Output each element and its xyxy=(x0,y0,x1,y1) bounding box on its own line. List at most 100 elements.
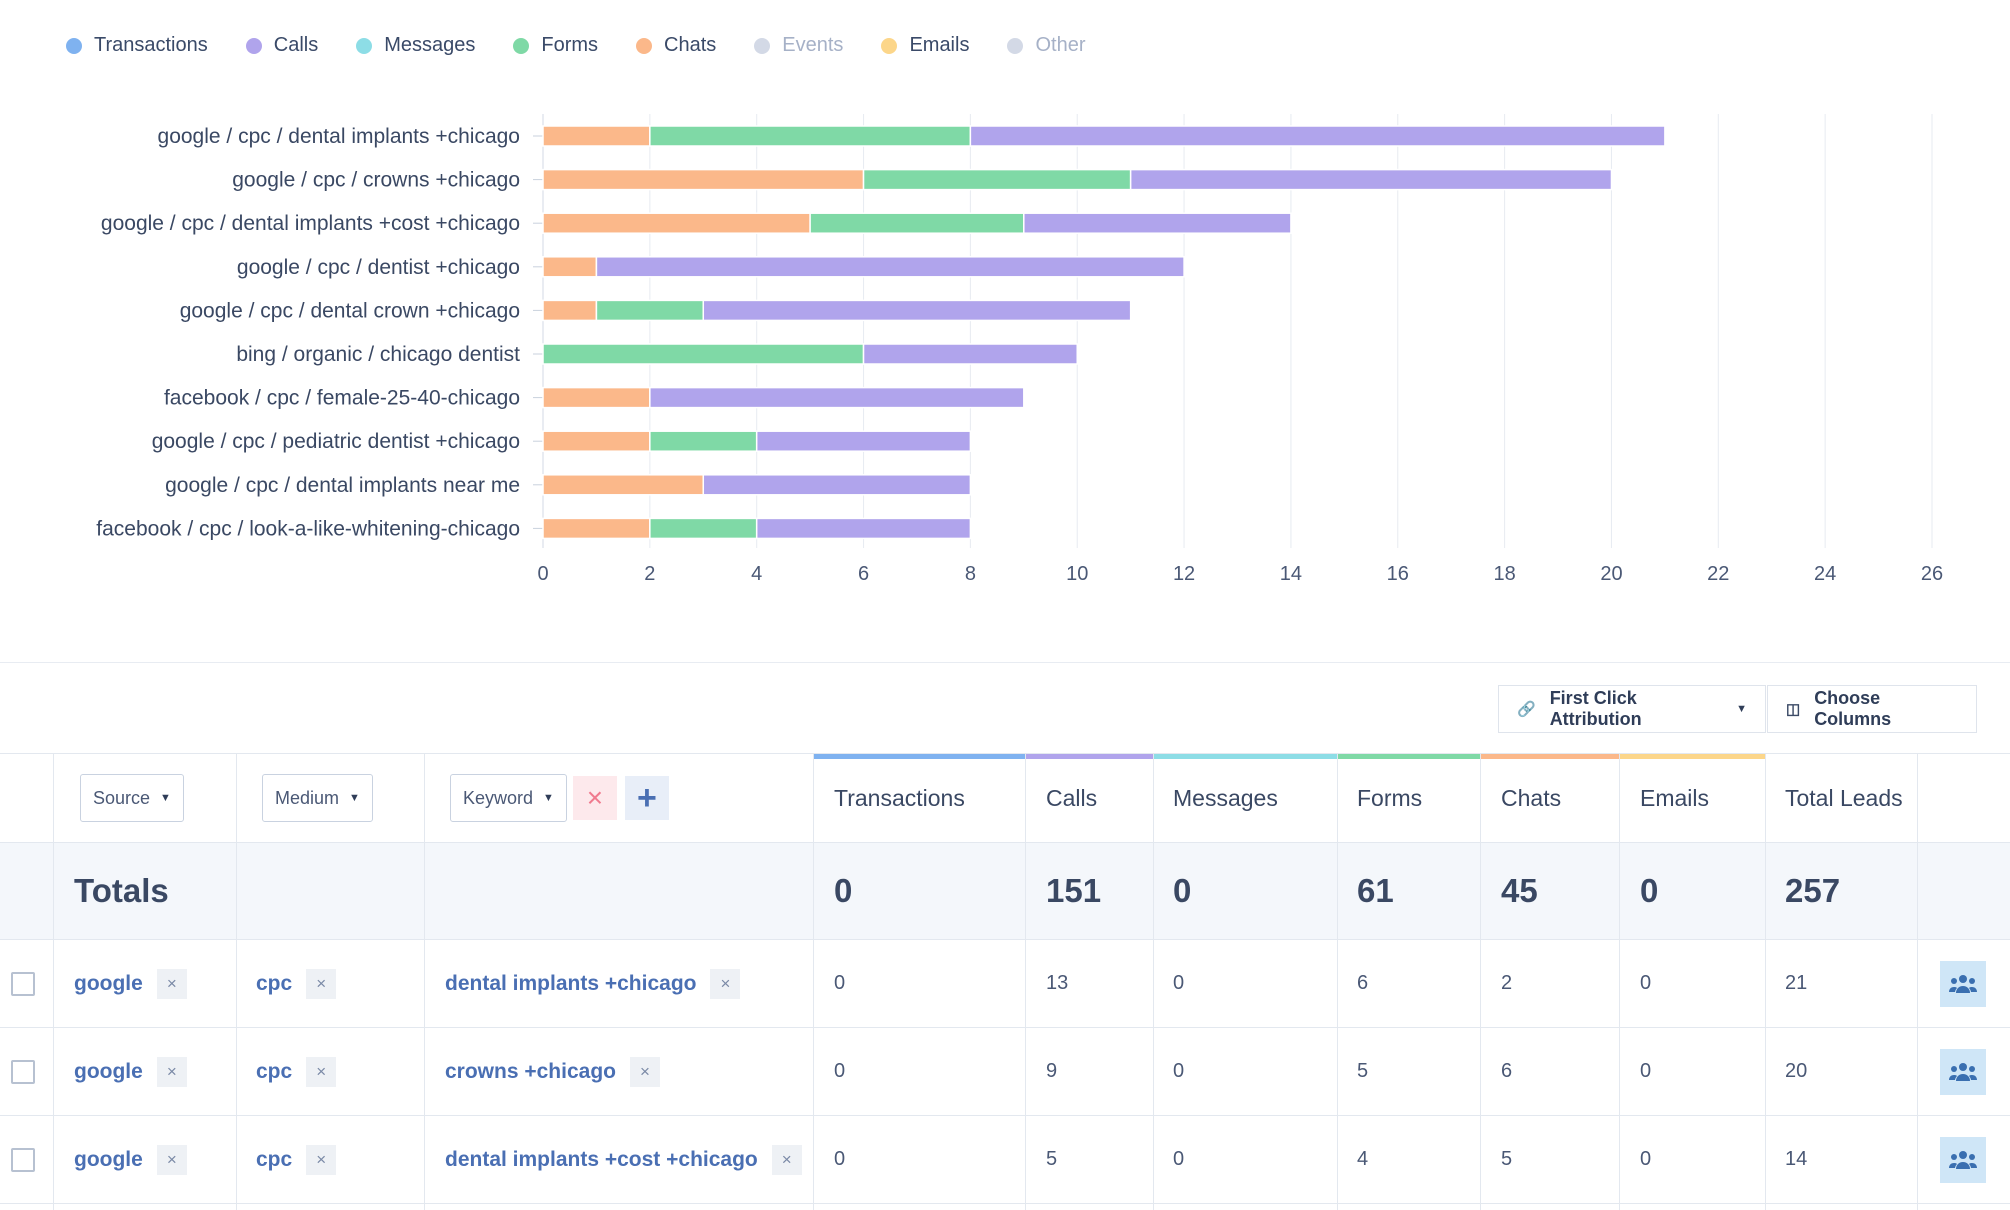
column-divider xyxy=(813,753,814,1210)
legend-item-chats[interactable]: Chats xyxy=(636,34,716,57)
medium-select[interactable]: Medium ▼ xyxy=(262,774,373,822)
header-total-leads[interactable]: Total Leads xyxy=(1785,784,1903,811)
keyword-value-cell: dental implants +cost +chicago × xyxy=(445,1116,802,1203)
keyword-link[interactable]: crowns +chicago xyxy=(445,1059,616,1083)
x-tick-label: 10 xyxy=(1066,563,1088,585)
remove-filter-icon[interactable]: × xyxy=(629,1056,660,1087)
medium-link[interactable]: cpc xyxy=(256,1147,293,1171)
source-link[interactable]: google xyxy=(74,1147,143,1171)
emails-value: 0 xyxy=(1640,972,1652,994)
keyword-select-label: Keyword xyxy=(463,787,534,808)
x-tick-label: 14 xyxy=(1280,563,1302,585)
remove-filter-icon[interactable]: × xyxy=(306,1056,337,1087)
bar-segment-calls xyxy=(649,386,1025,409)
add-dimension-button[interactable]: + xyxy=(624,776,669,820)
y-tick-label: google / cpc / dental implants +chicago xyxy=(158,125,520,148)
source-link[interactable]: google xyxy=(74,1059,143,1083)
table-row: google × cpc × dental implants +chicago × 0… xyxy=(0,940,2010,1028)
x-tick-label: 8 xyxy=(965,563,976,585)
legend-item-calls[interactable]: Calls xyxy=(245,34,319,57)
legend-item-forms[interactable]: Forms xyxy=(513,34,598,57)
legend-item-transactions[interactable]: Transactions xyxy=(66,34,208,57)
medium-value-cell: cpc × xyxy=(256,940,337,1027)
chats-value: 6 xyxy=(1501,1060,1513,1082)
remove-filter-icon[interactable]: × xyxy=(306,1144,337,1175)
legend-dot xyxy=(636,37,653,54)
remove-filter-icon[interactable]: × xyxy=(710,968,741,999)
bar-segment-calls xyxy=(595,256,1185,278)
total-leads: 257 xyxy=(1785,872,1841,909)
x-tick-label: 4 xyxy=(751,563,762,585)
header-calls[interactable]: Calls xyxy=(1046,784,1098,811)
bar-segment-calls xyxy=(755,430,972,452)
column-divider xyxy=(1337,753,1338,1210)
y-tick-label: google / cpc / dental implants near me xyxy=(165,474,520,497)
header-transactions[interactable]: Transactions xyxy=(834,784,965,811)
header-messages[interactable]: Messages xyxy=(1173,784,1278,811)
medium-link[interactable]: cpc xyxy=(256,971,293,995)
remove-filter-icon[interactable]: × xyxy=(306,968,337,999)
keyword-select[interactable]: Keyword ▼ xyxy=(450,774,567,822)
y-tick-label: google / cpc / dentist +chicago xyxy=(237,256,520,279)
remove-filter-icon[interactable]: × xyxy=(156,1144,187,1175)
totals-label: Totals xyxy=(74,872,169,909)
remove-filter-icon[interactable]: × xyxy=(156,968,187,999)
column-color-strip xyxy=(814,753,1025,759)
x-tick-label: 22 xyxy=(1707,563,1729,585)
chart-legend: Transactions Calls Messages Forms Chats … xyxy=(66,34,1123,57)
calls-value: 13 xyxy=(1046,972,1069,994)
header-emails[interactable]: Emails xyxy=(1640,784,1710,811)
medium-link[interactable]: cpc xyxy=(256,1059,293,1083)
header-chats[interactable]: Chats xyxy=(1501,784,1562,811)
legend-label: Calls xyxy=(273,34,319,56)
legend-item-emails[interactable]: Emails xyxy=(881,34,969,57)
keyword-link[interactable]: dental implants +cost +chicago xyxy=(445,1147,758,1171)
x-tick-label: 26 xyxy=(1921,563,1943,585)
attribution-label: First Click Attribution xyxy=(1549,688,1642,729)
column-color-strip xyxy=(1620,753,1765,759)
bar-segment-chats xyxy=(542,125,651,147)
people-button[interactable] xyxy=(1940,1048,1986,1095)
legend-item-other[interactable]: Other xyxy=(1007,34,1085,57)
x-tick-label: 18 xyxy=(1493,563,1515,585)
source-select[interactable]: Source ▼ xyxy=(80,774,184,822)
columns-icon: ◫ xyxy=(1786,701,1801,718)
remove-dimension-button[interactable]: × xyxy=(572,776,617,820)
column-divider xyxy=(1765,753,1766,1210)
keyword-link[interactable]: dental implants +chicago xyxy=(445,971,697,995)
row-checkbox[interactable] xyxy=(11,971,35,996)
medium-cell: Medium ▼ xyxy=(262,754,373,842)
people-button[interactable] xyxy=(1940,1136,1986,1183)
legend-item-events[interactable]: Events xyxy=(754,34,843,57)
y-tick-label: bing / organic / chicago dentist xyxy=(236,343,520,366)
people-button[interactable] xyxy=(1940,960,1986,1007)
bar-segment-forms xyxy=(595,299,705,322)
remove-filter-icon[interactable]: × xyxy=(771,1144,802,1175)
column-divider xyxy=(53,753,54,1210)
caret-down-icon: ▼ xyxy=(543,792,554,804)
remove-filter-icon[interactable]: × xyxy=(156,1056,187,1087)
column-divider xyxy=(1480,753,1481,1210)
bar-segment-forms xyxy=(649,125,972,147)
choose-columns-button[interactable]: ◫ Choose Columns xyxy=(1767,685,1977,733)
users-icon xyxy=(1949,974,1977,993)
y-tick-label: google / cpc / dental implants +cost +ch… xyxy=(101,212,520,235)
legend-item-messages[interactable]: Messages xyxy=(356,34,475,57)
table-row: google × cpc × dental implants +cost +chic… xyxy=(0,1116,2010,1204)
calls-value: 9 xyxy=(1046,1060,1058,1082)
y-tick-label: facebook / cpc / female-25-40-chicago xyxy=(164,387,520,410)
attribution-dropdown[interactable]: 🔗 First Click Attribution ▼ xyxy=(1498,685,1766,733)
row-checkbox[interactable] xyxy=(11,1059,35,1084)
total-leads-value: 14 xyxy=(1785,1148,1808,1170)
medium-select-label: Medium xyxy=(275,787,340,808)
bar-segment-forms xyxy=(542,343,865,365)
source-value-cell: google × xyxy=(74,940,187,1027)
bar-segment-calls xyxy=(862,343,1078,365)
x-tick-label: 2 xyxy=(644,563,655,585)
forms-value: 6 xyxy=(1357,972,1369,994)
row-checkbox[interactable] xyxy=(11,1147,35,1172)
source-link[interactable]: google xyxy=(74,971,143,995)
bar-segment-calls xyxy=(969,125,1666,147)
header-forms[interactable]: Forms xyxy=(1357,784,1423,811)
y-tick-label: google / cpc / pediatric dentist +chicag… xyxy=(152,430,520,453)
